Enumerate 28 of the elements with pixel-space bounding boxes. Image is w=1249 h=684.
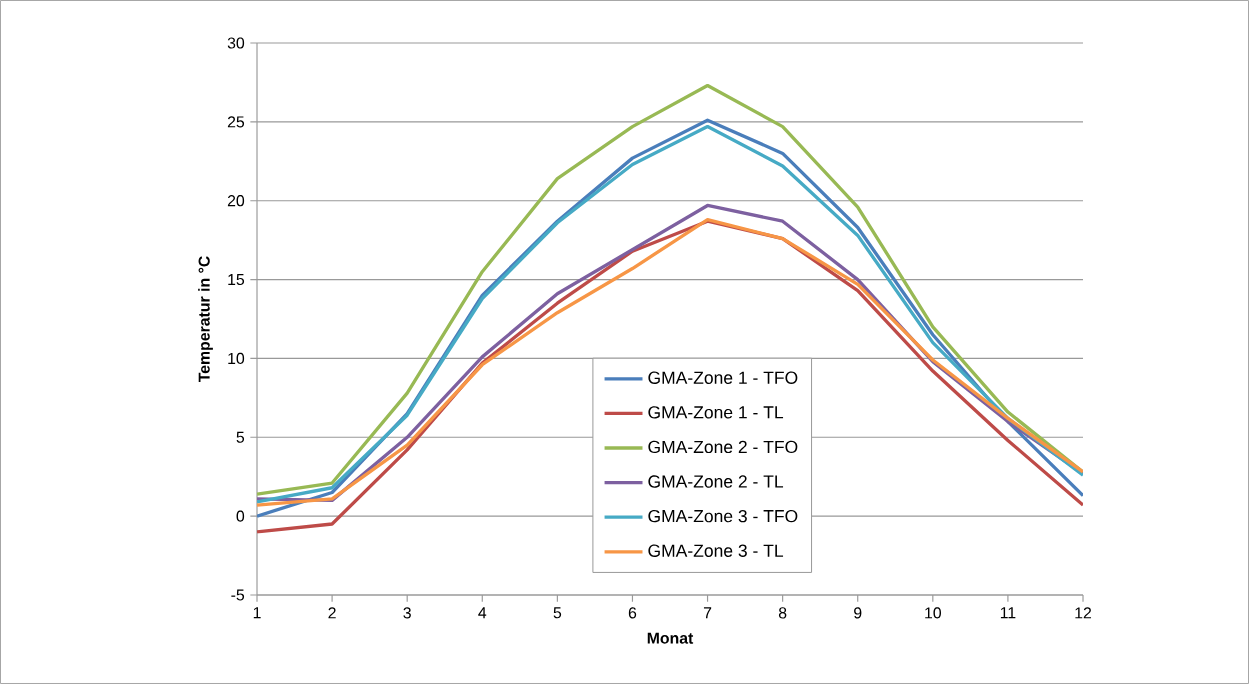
x-tick-label: 12	[1075, 607, 1092, 619]
x-tick-label: 3	[403, 607, 411, 619]
x-tick-label: 8	[778, 607, 787, 619]
y-tick-label: -5	[231, 589, 245, 601]
legend-label: GMA-Zone 1 - TFO	[648, 371, 798, 384]
y-axis-title: Temperatur in °C	[198, 256, 213, 383]
y-tick-label: 0	[236, 510, 245, 522]
y-tick-label: 5	[236, 431, 245, 443]
y-tick-label: 30	[227, 37, 245, 49]
legend-label: GMA-Zone 1 - TL	[648, 406, 784, 419]
x-tick-label: 2	[328, 607, 336, 619]
x-tick-label: 5	[553, 607, 562, 619]
x-axis-title: Monat	[647, 632, 694, 644]
x-tick-label: 4	[478, 607, 487, 619]
y-tick-label: 10	[228, 352, 245, 365]
legend-label: GMA-Zone 2 - TFO	[648, 440, 798, 454]
x-tick-label: 7	[703, 607, 712, 619]
x-tick-label: 6	[628, 607, 637, 619]
x-tick-label: 9	[854, 607, 862, 619]
legend-label: GMA-Zone 3 - TFO	[648, 509, 798, 523]
x-tick-label: 1	[253, 607, 261, 619]
y-tick-label: 15	[228, 274, 245, 286]
x-tick-label: 11	[1000, 607, 1016, 619]
y-tick-label: 20	[227, 195, 245, 207]
legend-label: GMA-Zone 3 - TL	[648, 544, 784, 557]
x-tick-label: 10	[925, 607, 942, 619]
legend-label: GMA-Zone 2 - TL	[648, 475, 784, 488]
y-tick-label: 25	[227, 116, 245, 128]
